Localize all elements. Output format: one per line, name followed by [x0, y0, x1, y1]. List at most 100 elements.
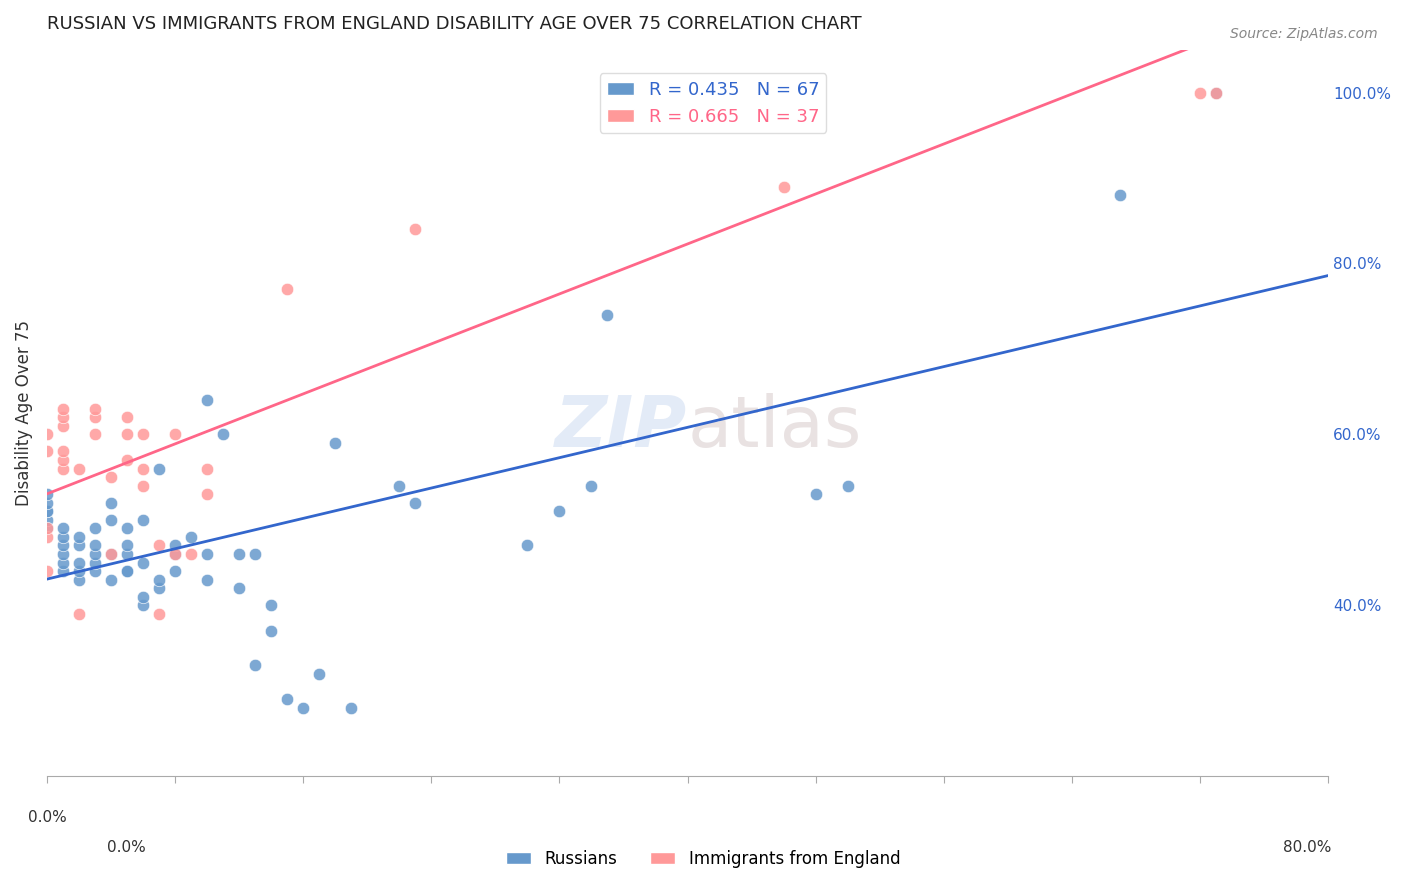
Point [772, 179, 794, 194]
Point [163, 427, 186, 442]
Point [52, 521, 75, 535]
Legend: Russians, Immigrants from England: Russians, Immigrants from England [499, 844, 907, 875]
Point [100, 470, 122, 484]
Text: 0.0%: 0.0% [107, 840, 146, 855]
Point [35, 513, 58, 527]
Point [100, 513, 122, 527]
Point [195, 461, 218, 475]
Point [35, 487, 58, 501]
Point [243, 547, 266, 561]
Point [132, 478, 155, 492]
Point [115, 538, 138, 552]
Point [148, 573, 170, 587]
Text: RUSSIAN VS IMMIGRANTS FROM ENGLAND DISABILITY AGE OVER 75 CORRELATION CHART: RUSSIAN VS IMMIGRANTS FROM ENGLAND DISAB… [46, 15, 862, 33]
Point [67, 564, 90, 578]
Point [84, 410, 107, 425]
Point [67, 607, 90, 621]
Point [581, 478, 603, 492]
Point [35, 427, 58, 442]
Point [243, 658, 266, 673]
Point [35, 496, 58, 510]
Point [84, 427, 107, 442]
Point [292, 700, 315, 714]
Point [35, 521, 58, 535]
Point [52, 538, 75, 552]
Point [195, 393, 218, 408]
Point [548, 504, 571, 518]
Point [84, 538, 107, 552]
Point [148, 461, 170, 475]
Point [308, 666, 330, 681]
Point [67, 530, 90, 544]
Point [52, 401, 75, 416]
Point [84, 401, 107, 416]
Point [132, 599, 155, 613]
Point [35, 504, 58, 518]
Point [115, 564, 138, 578]
Point [35, 444, 58, 458]
Point [52, 530, 75, 544]
Point [52, 564, 75, 578]
Point [35, 504, 58, 518]
Point [404, 496, 426, 510]
Point [100, 573, 122, 587]
Point [596, 308, 619, 322]
Point [148, 581, 170, 595]
Point [84, 521, 107, 535]
Point [67, 573, 90, 587]
Point [115, 521, 138, 535]
Point [1205, 86, 1227, 100]
Point [148, 538, 170, 552]
Legend: R = 0.435   N = 67, R = 0.665   N = 37: R = 0.435 N = 67, R = 0.665 N = 37 [600, 73, 827, 133]
Point [52, 444, 75, 458]
Point [52, 418, 75, 433]
Point [100, 547, 122, 561]
Text: 80.0%: 80.0% [1284, 840, 1331, 855]
Point [212, 427, 235, 442]
Point [163, 547, 186, 561]
Text: Source: ZipAtlas.com: Source: ZipAtlas.com [1230, 27, 1378, 41]
Point [132, 556, 155, 570]
Point [52, 461, 75, 475]
Point [132, 590, 155, 604]
Point [67, 556, 90, 570]
Point [516, 538, 538, 552]
Point [132, 427, 155, 442]
Point [195, 547, 218, 561]
Point [84, 564, 107, 578]
Point [35, 564, 58, 578]
Point [260, 624, 283, 638]
Point [228, 547, 250, 561]
Point [388, 478, 411, 492]
Point [35, 521, 58, 535]
Point [100, 496, 122, 510]
Point [100, 547, 122, 561]
Text: ZIP: ZIP [555, 393, 688, 462]
Point [52, 453, 75, 467]
Point [837, 478, 859, 492]
Point [260, 599, 283, 613]
Y-axis label: Disability Age Over 75: Disability Age Over 75 [15, 320, 32, 506]
Point [132, 461, 155, 475]
Point [148, 607, 170, 621]
Point [1188, 86, 1211, 100]
Point [195, 487, 218, 501]
Point [84, 556, 107, 570]
Point [276, 692, 298, 706]
Point [115, 410, 138, 425]
Point [1109, 188, 1132, 202]
Point [804, 487, 827, 501]
Point [67, 538, 90, 552]
Text: atlas: atlas [688, 393, 862, 462]
Point [195, 573, 218, 587]
Point [180, 547, 202, 561]
Point [1205, 86, 1227, 100]
Point [228, 581, 250, 595]
Point [115, 547, 138, 561]
Point [180, 530, 202, 544]
Point [612, 86, 634, 100]
Point [67, 461, 90, 475]
Point [84, 547, 107, 561]
Point [115, 453, 138, 467]
Point [163, 564, 186, 578]
